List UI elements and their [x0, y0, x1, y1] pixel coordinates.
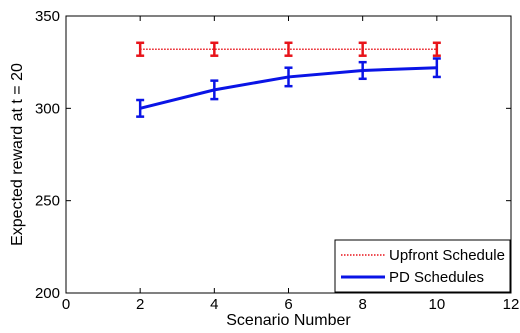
x-tick-label: 6: [284, 296, 292, 313]
series-0: [136, 43, 441, 56]
x-axis-label: Scenario Number: [226, 312, 351, 328]
error-bar: [210, 43, 218, 56]
x-tick-label: 12: [503, 296, 520, 313]
x-tick-label: 2: [136, 296, 144, 313]
y-axis-label: Expected reward at t = 20: [9, 63, 26, 246]
legend: Upfront Schedule PD Schedules: [335, 240, 510, 292]
x-tick-label: 4: [210, 296, 218, 313]
error-bar: [136, 43, 144, 56]
y-tick-label: 200: [35, 285, 60, 302]
series-1: [136, 58, 441, 116]
y-tick-label: 350: [35, 8, 60, 25]
x-tick-label: 8: [358, 296, 366, 313]
legend-label-upfront: Upfront Schedule: [389, 247, 505, 264]
series-layer: [136, 43, 441, 117]
x-tick-label: 10: [428, 296, 445, 313]
y-tick-label: 250: [35, 193, 60, 210]
y-tick-label: 300: [35, 100, 60, 117]
error-bar: [433, 43, 441, 56]
x-tick-label: 0: [62, 296, 70, 313]
legend-label-pd: PD Schedules: [389, 269, 484, 286]
